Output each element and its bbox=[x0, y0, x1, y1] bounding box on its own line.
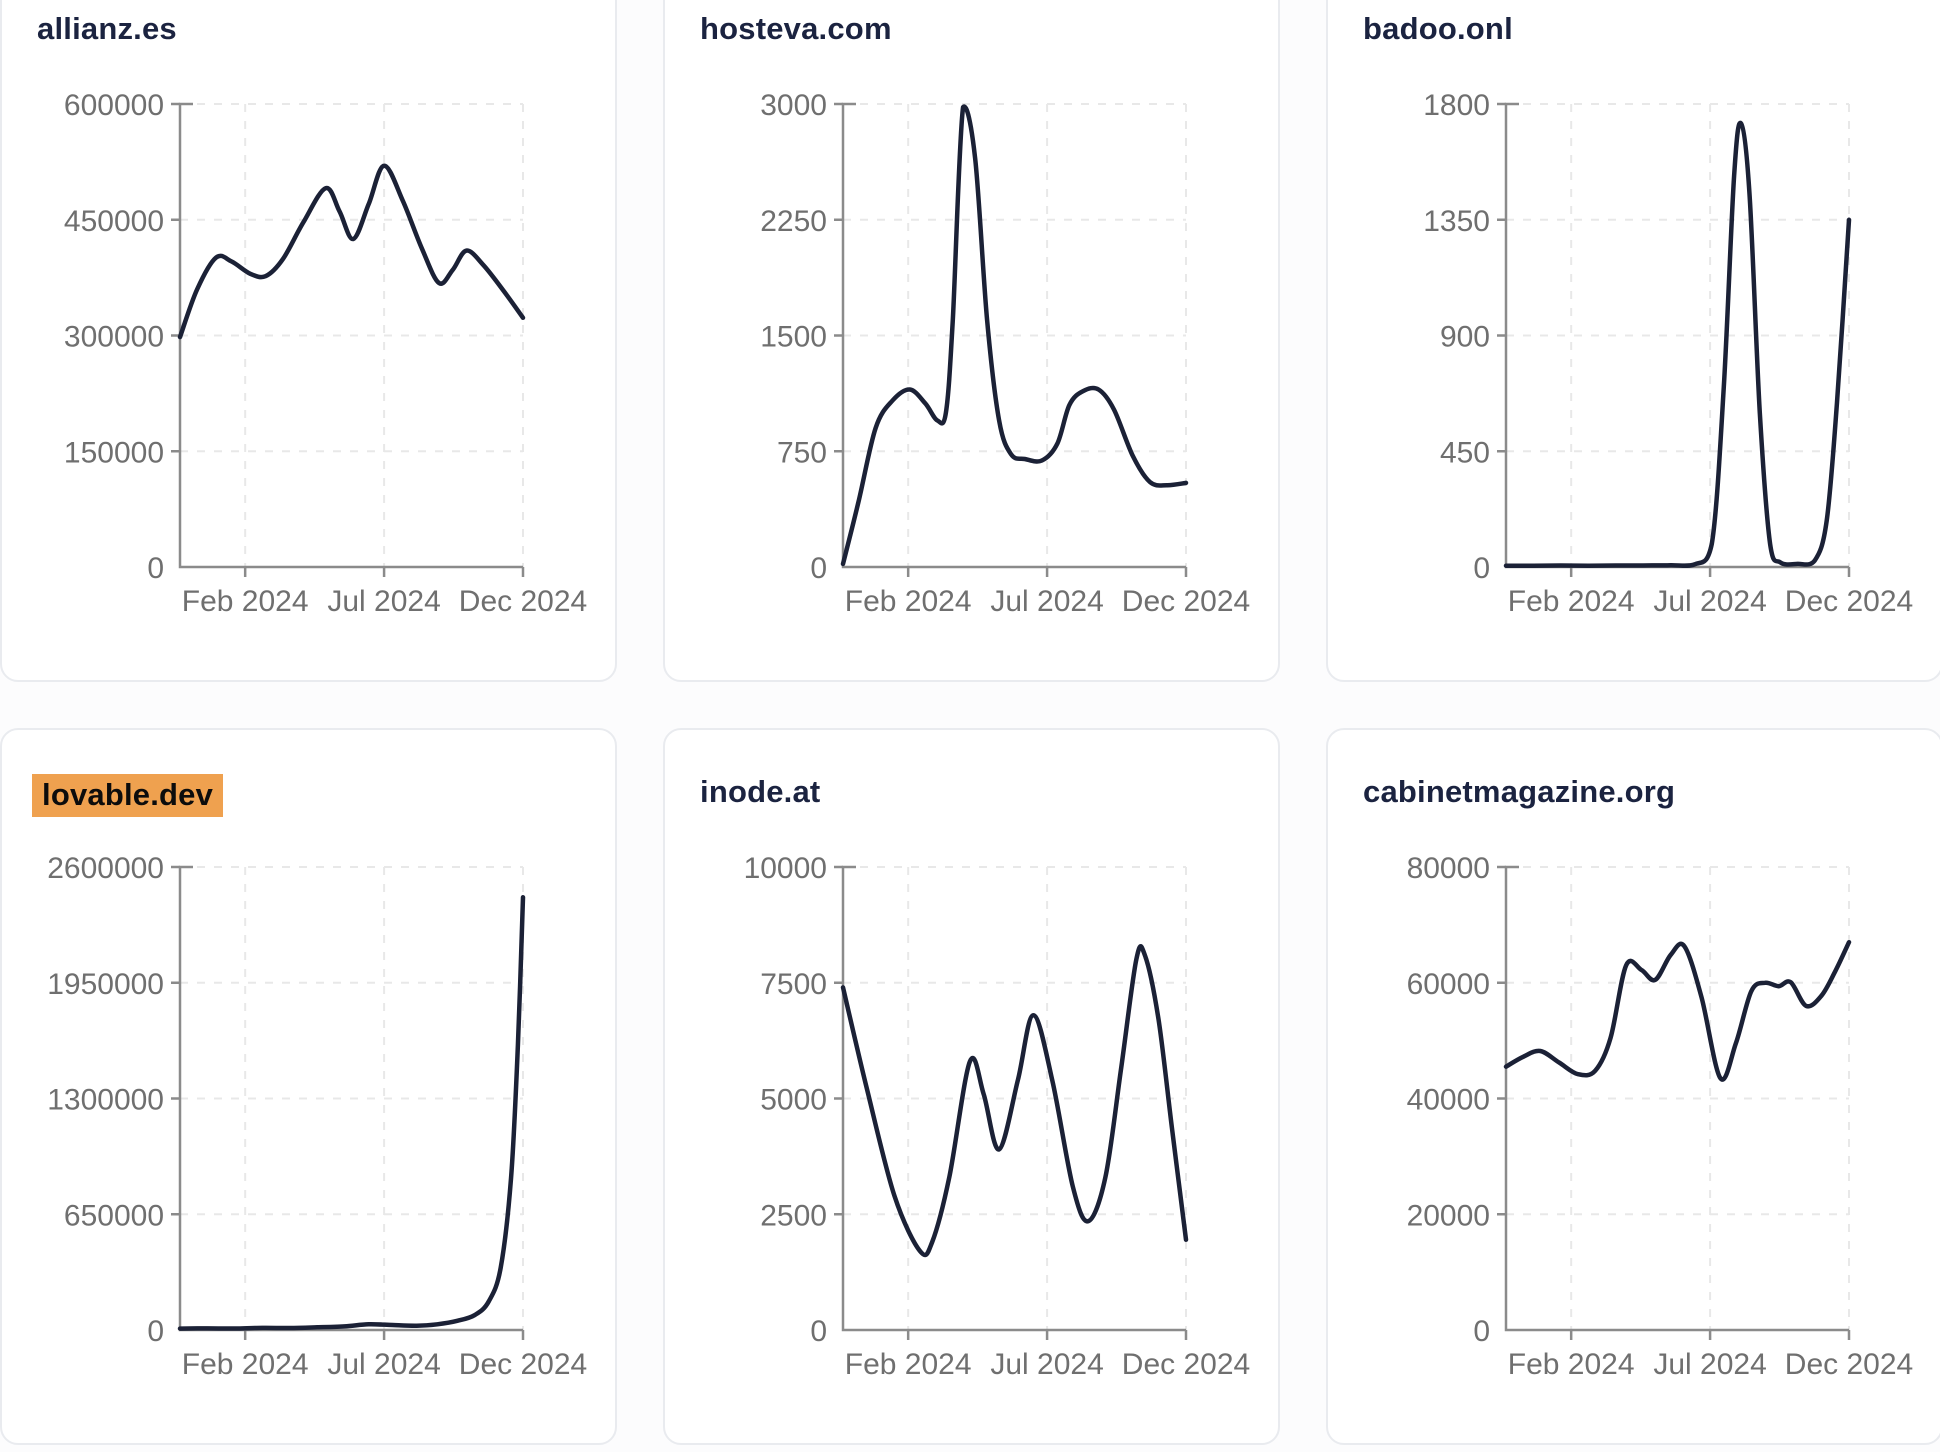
series-line bbox=[840, 944, 1189, 1258]
chart-title: inode.at bbox=[700, 774, 821, 809]
gridlines bbox=[843, 103, 1187, 567]
axes bbox=[1497, 865, 1851, 1340]
svg-text:20000: 20000 bbox=[1407, 1199, 1490, 1232]
svg-text:450: 450 bbox=[1440, 436, 1490, 469]
y-tick-labels: 0 650000 1300000 1950000 2600000 bbox=[47, 852, 164, 1348]
svg-text:Feb 2024: Feb 2024 bbox=[1508, 1348, 1635, 1381]
svg-text:60000: 60000 bbox=[1407, 968, 1490, 1001]
chart-card: hosteva.com 0 750 1500 2250 3000 Feb 2024 Jul … bbox=[663, 0, 1280, 682]
chart-title: lovable.dev bbox=[32, 774, 224, 817]
chart-title: hosteva.com bbox=[700, 11, 892, 46]
svg-text:600000: 600000 bbox=[64, 89, 164, 122]
svg-text:Dec 2024: Dec 2024 bbox=[1785, 1348, 1913, 1381]
line-chart: 0 150000 300000 450000 600000 Feb 2024 Jul 202… bbox=[64, 89, 587, 618]
svg-text:1950000: 1950000 bbox=[47, 968, 164, 1001]
svg-text:0: 0 bbox=[1473, 552, 1490, 585]
chart-card: cabinetmagazine.org 0 20000 40000 60000 8000… bbox=[1326, 728, 1940, 1445]
svg-text:900: 900 bbox=[1440, 321, 1490, 354]
x-tick-labels: Feb 2024 Jul 2024 Dec 2024 bbox=[182, 585, 587, 618]
line-chart: 0 450 900 1350 1800 Feb 2024 Jul 2024 Dec 2024 bbox=[1423, 89, 1913, 618]
svg-text:0: 0 bbox=[810, 1315, 827, 1348]
x-tick-labels: Feb 2024 Jul 2024 Dec 2024 bbox=[845, 1348, 1250, 1381]
series-line bbox=[840, 104, 1189, 567]
svg-text:Feb 2024: Feb 2024 bbox=[845, 1348, 972, 1381]
y-tick-labels: 0 2500 5000 7500 10000 bbox=[744, 852, 827, 1348]
gridlines bbox=[180, 103, 524, 567]
line-chart: 0 20000 40000 60000 80000 Feb 2024 Jul 2024 Dec… bbox=[1407, 852, 1914, 1381]
svg-text:Dec 2024: Dec 2024 bbox=[1785, 585, 1913, 618]
axes bbox=[834, 865, 1188, 1340]
x-tick-labels: Feb 2024 Jul 2024 Dec 2024 bbox=[1508, 585, 1913, 618]
svg-text:1300000: 1300000 bbox=[47, 1084, 164, 1117]
svg-text:Dec 2024: Dec 2024 bbox=[1122, 1348, 1250, 1381]
svg-text:Dec 2024: Dec 2024 bbox=[459, 1348, 587, 1381]
svg-text:0: 0 bbox=[147, 1315, 164, 1348]
svg-text:650000: 650000 bbox=[64, 1199, 164, 1232]
chart-card: badoo.onl 0 450 900 1350 1800 Feb 2024 Jul 202… bbox=[1326, 0, 1940, 682]
line-chart: 0 2500 5000 7500 10000 Feb 2024 Jul 2024 Dec 20… bbox=[744, 852, 1251, 1381]
svg-text:150000: 150000 bbox=[64, 436, 164, 469]
svg-text:1350: 1350 bbox=[1423, 205, 1490, 238]
x-tick-labels: Feb 2024 Jul 2024 Dec 2024 bbox=[1508, 1348, 1913, 1381]
svg-text:Jul 2024: Jul 2024 bbox=[990, 1348, 1103, 1381]
y-tick-labels: 0 750 1500 2250 3000 bbox=[760, 89, 827, 585]
gridlines bbox=[1506, 866, 1850, 1330]
line-chart: 0 650000 1300000 1950000 2600000 Feb 2024 Jul … bbox=[47, 852, 587, 1381]
svg-text:3000: 3000 bbox=[760, 89, 827, 122]
x-tick-labels: Feb 2024 Jul 2024 Dec 2024 bbox=[845, 585, 1250, 618]
axes bbox=[171, 865, 525, 1340]
svg-text:Jul 2024: Jul 2024 bbox=[327, 1348, 440, 1381]
svg-text:Jul 2024: Jul 2024 bbox=[1653, 585, 1766, 618]
svg-text:40000: 40000 bbox=[1407, 1084, 1490, 1117]
svg-text:Jul 2024: Jul 2024 bbox=[327, 585, 440, 618]
svg-text:0: 0 bbox=[810, 552, 827, 585]
svg-text:Dec 2024: Dec 2024 bbox=[1122, 585, 1250, 618]
y-tick-labels: 0 150000 300000 450000 600000 bbox=[64, 89, 164, 585]
chart-card: lovable.dev 0 650000 1300000 1950000 2600000… bbox=[0, 728, 617, 1445]
svg-text:80000: 80000 bbox=[1407, 852, 1490, 885]
gridlines bbox=[1506, 103, 1850, 567]
svg-text:5000: 5000 bbox=[760, 1084, 827, 1117]
line-chart: 0 750 1500 2250 3000 Feb 2024 Jul 2024 Dec 2024 bbox=[760, 89, 1250, 618]
svg-text:2600000: 2600000 bbox=[47, 852, 164, 885]
x-tick-labels: Feb 2024 Jul 2024 Dec 2024 bbox=[182, 1348, 587, 1381]
chart-title: allianz.es bbox=[37, 11, 177, 46]
series-line bbox=[1503, 120, 1852, 568]
series-line bbox=[177, 163, 526, 340]
chart-title: cabinetmagazine.org bbox=[1363, 774, 1676, 809]
svg-text:Feb 2024: Feb 2024 bbox=[1508, 585, 1635, 618]
svg-text:Jul 2024: Jul 2024 bbox=[990, 585, 1103, 618]
svg-text:0: 0 bbox=[1473, 1315, 1490, 1348]
series-line bbox=[1503, 939, 1852, 1082]
svg-text:2500: 2500 bbox=[760, 1199, 827, 1232]
svg-text:300000: 300000 bbox=[64, 321, 164, 354]
axes bbox=[1497, 102, 1851, 577]
svg-text:Feb 2024: Feb 2024 bbox=[182, 585, 309, 618]
axes bbox=[171, 102, 525, 577]
y-tick-labels: 0 20000 40000 60000 80000 bbox=[1407, 852, 1490, 1348]
svg-text:Feb 2024: Feb 2024 bbox=[182, 1348, 309, 1381]
svg-text:Feb 2024: Feb 2024 bbox=[845, 585, 972, 618]
chart-card: inode.at 0 2500 5000 7500 10000 Feb 2024 Jul 2… bbox=[663, 728, 1280, 1445]
svg-text:10000: 10000 bbox=[744, 852, 827, 885]
y-tick-labels: 0 450 900 1350 1800 bbox=[1423, 89, 1490, 585]
series-line bbox=[177, 895, 526, 1331]
svg-text:450000: 450000 bbox=[64, 205, 164, 238]
svg-text:0: 0 bbox=[147, 552, 164, 585]
svg-text:2250: 2250 bbox=[760, 205, 827, 238]
axes bbox=[834, 102, 1188, 577]
gridlines bbox=[180, 866, 524, 1330]
svg-text:1800: 1800 bbox=[1423, 89, 1490, 122]
svg-text:Dec 2024: Dec 2024 bbox=[459, 585, 587, 618]
svg-text:750: 750 bbox=[777, 436, 827, 469]
chart-title: badoo.onl bbox=[1363, 11, 1513, 46]
svg-text:7500: 7500 bbox=[760, 968, 827, 1001]
chart-card: allianz.es 0 150000 300000 450000 600000 Feb … bbox=[0, 0, 617, 682]
svg-text:1500: 1500 bbox=[760, 321, 827, 354]
svg-text:Jul 2024: Jul 2024 bbox=[1653, 1348, 1766, 1381]
